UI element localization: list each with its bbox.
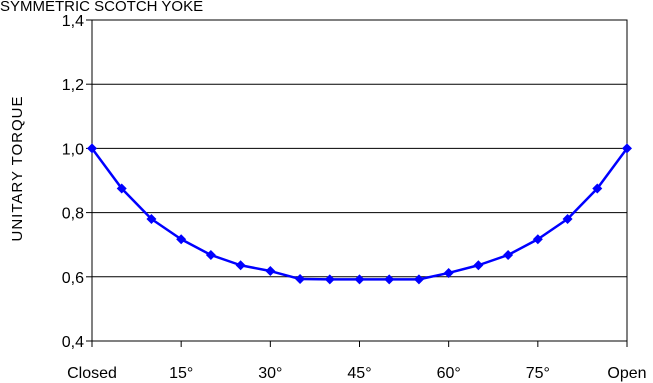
y-tick-label: 1,2 — [62, 77, 84, 94]
y-tick-label: 0,8 — [62, 206, 84, 223]
data-point-marker — [324, 274, 335, 285]
series-group — [87, 143, 632, 285]
y-tick-label: 0,4 — [62, 334, 84, 351]
data-point-marker — [176, 234, 187, 245]
data-point-marker — [503, 249, 514, 260]
data-point-marker — [562, 214, 573, 225]
data-point-marker — [205, 249, 216, 260]
data-point-marker — [384, 274, 395, 285]
y-tick-label: 0,6 — [62, 270, 84, 287]
data-point-marker — [592, 183, 603, 194]
x-tick-label: Closed — [67, 365, 117, 382]
data-point-marker — [473, 260, 484, 271]
data-point-marker — [265, 266, 276, 277]
x-tick-label: 15° — [169, 365, 193, 382]
plot-area — [91, 19, 628, 342]
data-point-marker — [532, 234, 543, 245]
data-point-marker — [235, 260, 246, 271]
x-tick-label: 60° — [437, 365, 461, 382]
data-point-marker — [295, 274, 306, 285]
y-axis-label: UNITARY TORQUE — [9, 96, 26, 242]
data-point-marker — [116, 183, 127, 194]
x-tick-label: Open — [607, 365, 646, 382]
chart-title: SYMMETRIC SCOTCH YOKE — [0, 0, 203, 15]
grid-lines — [92, 19, 627, 342]
x-tick-label: 30° — [258, 365, 282, 382]
data-point-marker — [622, 143, 632, 154]
data-point-marker — [413, 274, 424, 285]
y-tick-labels: 0,4 0,6 0,8 1,0 1,2 1,4 — [62, 13, 92, 351]
data-point-marker — [354, 274, 365, 285]
x-tick-label: 45° — [347, 365, 371, 382]
data-point-marker — [146, 214, 157, 225]
x-tick-labels: Closed 15° 30° 45° 60° 75° Open — [67, 341, 647, 382]
data-point-marker — [443, 267, 454, 278]
x-tick-label: 75° — [526, 365, 550, 382]
y-tick-label: 1,4 — [62, 13, 84, 30]
data-point-marker — [87, 143, 97, 154]
series-line — [90, 147, 629, 281]
y-tick-label: 1,0 — [62, 141, 84, 158]
